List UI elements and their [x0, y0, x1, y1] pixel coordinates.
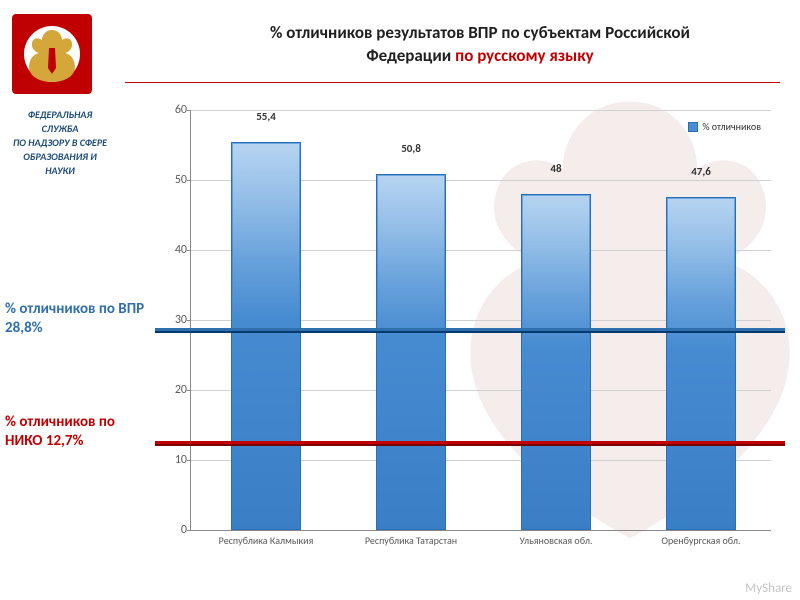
- eagle-icon: [22, 24, 82, 84]
- xtick-label: Оренбургская обл.: [631, 534, 771, 547]
- title-highlight: по русскому языку: [455, 45, 594, 66]
- bar: [231, 142, 301, 530]
- xtick-label: Республика Татарстан: [341, 534, 481, 547]
- ytick-mark: [187, 110, 191, 111]
- bar: [521, 194, 591, 530]
- ytick-mark: [187, 180, 191, 181]
- bar-value-label: 48: [521, 162, 591, 178]
- bar: [376, 174, 446, 530]
- title-text-2: Федерации: [366, 45, 455, 66]
- ytick-mark: [187, 320, 191, 321]
- xtick-label: Республика Калмыкия: [196, 534, 336, 547]
- ytick-label: 50: [163, 173, 187, 187]
- legend-label: % отличников: [702, 120, 761, 133]
- agency-name: ФЕДЕРАЛЬНАЯ СЛУЖБА ПО НАДЗОРУ В СФЕРЕ ОБ…: [10, 108, 110, 178]
- ref-vpr-label: % отличников по ВПР 28,8%: [5, 300, 150, 338]
- ref-niko-label: % отличников по НИКО 12,7%: [5, 413, 150, 451]
- ytick-label: 0: [163, 523, 187, 537]
- title-text-1: % отличников результатов ВПР по субъекта…: [270, 22, 690, 43]
- ytick-label: 30: [163, 313, 187, 327]
- ytick-label: 10: [163, 453, 187, 467]
- agency-line-1: ФЕДЕРАЛЬНАЯ СЛУЖБА: [28, 108, 93, 135]
- ref-niko-line: [155, 441, 785, 444]
- agency-line-3: ОБРАЗОВАНИЯ И НАУКИ: [23, 150, 97, 177]
- ytick-mark: [187, 250, 191, 251]
- ytick-label: 40: [163, 243, 187, 257]
- legend-swatch-icon: [688, 122, 698, 132]
- bar-value-label: 47,6: [666, 165, 736, 181]
- slide-title: % отличников результатов ВПР по субъекта…: [180, 22, 780, 68]
- source-watermark: MyShare: [745, 581, 792, 596]
- agency-line-2: ПО НАДЗОРУ В СФЕРЕ: [13, 136, 107, 149]
- bar-value-label: 50,8: [376, 142, 446, 158]
- ref-vpr-line: [155, 328, 785, 331]
- bar-value-label: 55,4: [231, 110, 301, 126]
- ytick-label: 60: [163, 103, 187, 117]
- ytick-mark: [187, 460, 191, 461]
- chart-legend: % отличников: [688, 120, 761, 133]
- xtick-label: Ульяновская обл.: [486, 534, 626, 547]
- ytick-label: 20: [163, 383, 187, 397]
- bar: [666, 197, 736, 530]
- ytick-mark: [187, 530, 191, 531]
- agency-logo: [12, 14, 92, 94]
- ytick-mark: [187, 390, 191, 391]
- title-underline: [125, 82, 780, 83]
